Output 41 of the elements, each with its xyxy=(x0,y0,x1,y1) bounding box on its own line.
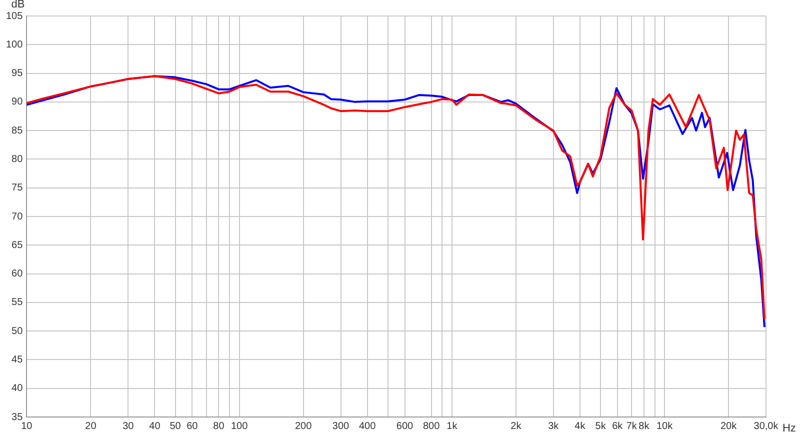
x-axis-title: Hz xyxy=(782,422,796,435)
x-tick-label: 7k xyxy=(626,420,638,432)
y-tick-label: 45 xyxy=(12,354,24,366)
x-tick-label: 300 xyxy=(332,420,350,432)
y-tick-label: 100 xyxy=(6,39,24,50)
x-tick-label: 5k xyxy=(595,420,607,432)
y-tick-label: 50 xyxy=(12,326,24,337)
y-tick-label: 80 xyxy=(12,154,24,165)
y-tick-label: 70 xyxy=(12,211,24,222)
x-tick-label: 6k xyxy=(612,420,624,432)
y-tick-label: 40 xyxy=(12,383,24,394)
x-tick-label: 100 xyxy=(230,420,248,432)
y-tick-label: 105 xyxy=(6,10,24,22)
y-tick-label: 90 xyxy=(12,96,24,108)
x-tick-label: 80 xyxy=(213,420,225,432)
x-tick-label: 10 xyxy=(21,420,33,432)
x-tick-label: 800 xyxy=(422,420,440,432)
x-tick-label: 60 xyxy=(186,420,198,432)
y-tick-label: 55 xyxy=(12,297,24,308)
x-tick-label: 600 xyxy=(396,420,414,432)
x-tick-label: 40 xyxy=(149,420,161,432)
x-tick-label: 10k xyxy=(656,420,674,432)
x-tick-label: 50 xyxy=(170,420,182,432)
x-tick-label: 8k xyxy=(638,420,650,432)
y-tick-label: 85 xyxy=(12,125,24,136)
y-tick-label: 60 xyxy=(12,268,24,280)
y-tick-label: 95 xyxy=(12,68,24,80)
x-tick-label: 200 xyxy=(294,420,312,432)
y-tick-label: 35 xyxy=(12,412,24,423)
x-tick-label: 3k xyxy=(548,420,560,432)
x-tick-label: 2k xyxy=(510,420,522,432)
x-tick-label: 4k xyxy=(574,420,586,432)
x-tick-label: 20 xyxy=(85,420,97,432)
x-tick-label: 400 xyxy=(358,420,376,432)
x-tick-label: 30,0k xyxy=(754,420,780,432)
y-tick-label: 75 xyxy=(12,182,24,194)
y-axis-title: dB xyxy=(11,0,25,11)
x-tick-label: 20k xyxy=(720,420,738,432)
x-tick-label: 30 xyxy=(122,420,134,432)
y-tick-label: 65 xyxy=(12,240,24,251)
x-tick-label: 1k xyxy=(446,420,458,432)
